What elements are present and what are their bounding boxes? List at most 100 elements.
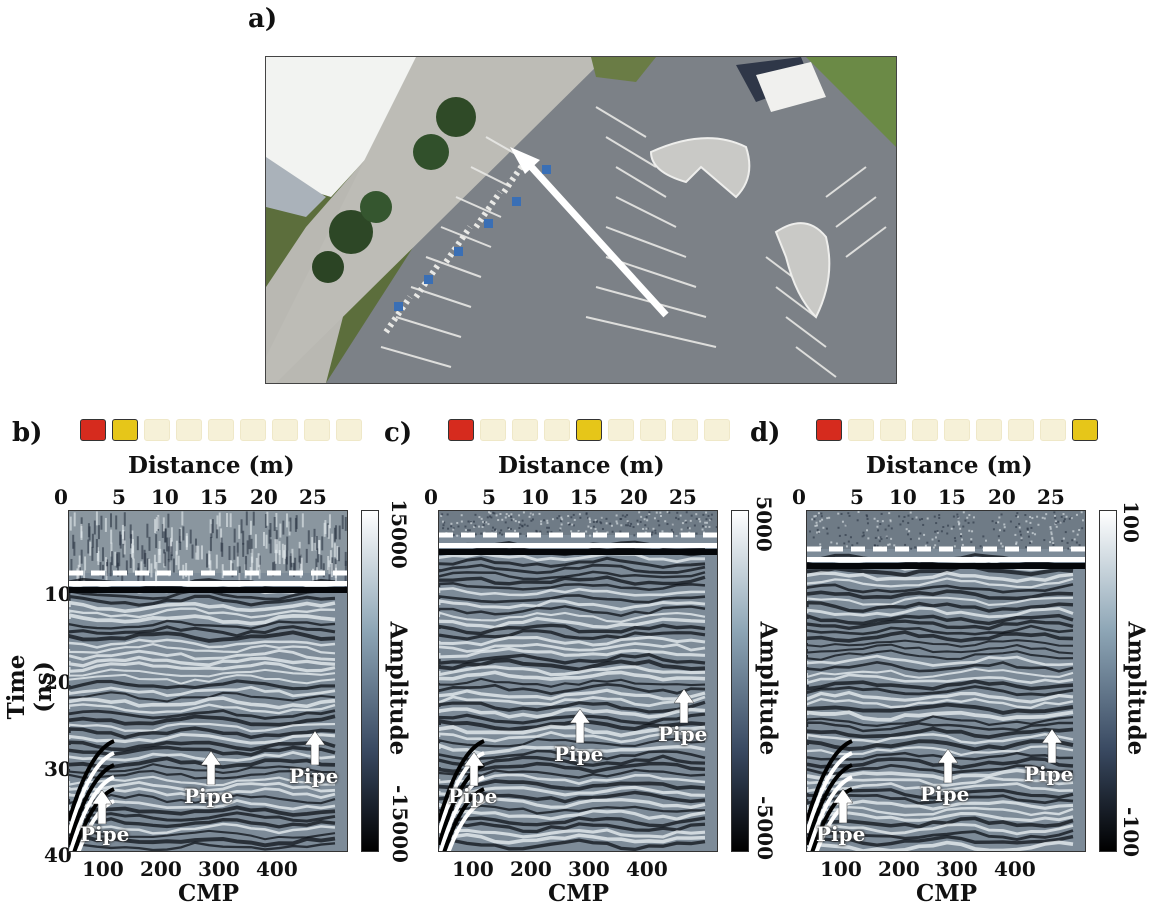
antenna-inactive-icon (1008, 419, 1034, 441)
gpr-section-d (806, 510, 1086, 852)
distance-tick: 10 (521, 485, 549, 509)
pipe-arrow-icon (201, 751, 221, 785)
distance-tick: 0 (792, 485, 806, 509)
cmp-tick: 300 (198, 857, 240, 881)
cmp-axis-title-c: CMP (548, 880, 610, 907)
cmp-tick: 400 (626, 857, 668, 881)
cmp-tick: 100 (82, 857, 124, 881)
panel-d-letter: d) (750, 418, 781, 448)
cmp-tick: 200 (510, 857, 552, 881)
antenna-inactive-icon (272, 419, 298, 441)
antenna-inactive-icon (848, 419, 874, 441)
colorbar-label-d: Amplitude (1122, 621, 1150, 756)
cmp-tick: 400 (994, 857, 1036, 881)
antenna-transmitter-icon (816, 419, 842, 441)
distance-tick: 25 (669, 485, 697, 509)
antenna-receiver-icon (112, 419, 138, 441)
pipe-label: Pipe (184, 784, 234, 808)
pipe-arrow-icon (92, 790, 112, 824)
distance-tick: 15 (570, 485, 598, 509)
distance-ticks-b: 0 5 10 15 20 25 (0, 485, 360, 511)
cmp-tick: 200 (140, 857, 182, 881)
colorbar-min-d: -100 (1119, 807, 1143, 858)
time-tick: 20 (44, 670, 72, 694)
antenna-inactive-icon (976, 419, 1002, 441)
colorbar-d (1099, 510, 1117, 852)
pipe-label: Pipe (658, 722, 708, 746)
antenna-inactive-icon (176, 419, 202, 441)
antenna-inactive-icon (336, 419, 362, 441)
distance-tick: 15 (938, 485, 966, 509)
colorbar-c (731, 510, 749, 852)
antenna-inactive-icon (240, 419, 266, 441)
antenna-array-c (448, 419, 730, 441)
antenna-inactive-icon (544, 419, 570, 441)
antenna-inactive-icon (208, 419, 234, 441)
distance-tick: 5 (112, 485, 126, 509)
pipe-label: Pipe (1024, 762, 1074, 786)
distance-tick: 0 (54, 485, 68, 509)
colorbar-b (361, 510, 379, 852)
panel-b-letter: b) (12, 418, 43, 448)
antenna-inactive-icon (512, 419, 538, 441)
antenna-transmitter-icon (80, 419, 106, 441)
antenna-array-d (816, 419, 1098, 441)
antenna-inactive-icon (144, 419, 170, 441)
distance-ticks-c: 0 5 10 15 20 25 (370, 485, 730, 511)
panel-c-letter: c) (384, 418, 413, 448)
cmp-tick: 100 (452, 857, 494, 881)
distance-axis-title-c: Distance (m) (498, 452, 665, 479)
time-tick: 10 (44, 582, 72, 606)
pipe-arrow-icon (938, 749, 958, 783)
antenna-inactive-icon (640, 419, 666, 441)
antenna-inactive-icon (608, 419, 634, 441)
distance-tick: 0 (424, 485, 438, 509)
cmp-axis-title-d: CMP (916, 880, 978, 907)
distance-tick: 15 (200, 485, 228, 509)
cmp-tick: 300 (568, 857, 610, 881)
cmp-tick: 400 (256, 857, 298, 881)
gpr-section-c (438, 510, 718, 852)
pipe-label: Pipe (448, 784, 498, 808)
antenna-receiver-icon (576, 419, 602, 441)
distance-ticks-d: 0 5 10 15 20 25 (738, 485, 1098, 511)
antenna-inactive-icon (944, 419, 970, 441)
antenna-inactive-icon (704, 419, 730, 441)
colorbar-min-c: -5000 (753, 796, 777, 860)
pipe-arrow-icon (833, 789, 853, 823)
distance-tick: 25 (299, 485, 327, 509)
colorbar-max-d: 100 (1119, 501, 1143, 543)
gpr-section-b (68, 510, 348, 852)
colorbar-min-b: -15000 (388, 785, 412, 863)
antenna-array-b (80, 419, 362, 441)
cmp-tick: 300 (936, 857, 978, 881)
antenna-inactive-icon (1040, 419, 1066, 441)
time-tick: 30 (44, 757, 72, 781)
pipe-arrow-icon (570, 709, 590, 743)
colorbar-label-c: Amplitude (754, 621, 782, 756)
antenna-receiver-icon (1072, 419, 1098, 441)
distance-tick: 10 (889, 485, 917, 509)
colorbar-label-b: Amplitude (384, 621, 412, 756)
cmp-axis-title-b: CMP (178, 880, 240, 907)
antenna-inactive-icon (880, 419, 906, 441)
distance-axis-title-d: Distance (m) (866, 452, 1033, 479)
pipe-label: Pipe (289, 764, 339, 788)
aerial-photo (265, 56, 897, 384)
antenna-transmitter-icon (448, 419, 474, 441)
pipe-arrow-icon (674, 689, 694, 723)
pipe-label: Pipe (920, 782, 970, 806)
panel-a-letter: a) (248, 4, 278, 34)
cmp-tick: 100 (820, 857, 862, 881)
pipe-label: Pipe (816, 822, 866, 846)
distance-tick: 20 (620, 485, 648, 509)
pipe-label: Pipe (80, 822, 130, 846)
distance-tick: 10 (151, 485, 179, 509)
distance-tick: 20 (250, 485, 278, 509)
pipe-arrow-icon (305, 731, 325, 765)
antenna-inactive-icon (304, 419, 330, 441)
pipe-arrow-icon (464, 752, 484, 786)
time-tick: 40 (44, 843, 72, 867)
pipe-arrow-icon (1042, 729, 1062, 763)
pipe-label: Pipe (554, 742, 604, 766)
